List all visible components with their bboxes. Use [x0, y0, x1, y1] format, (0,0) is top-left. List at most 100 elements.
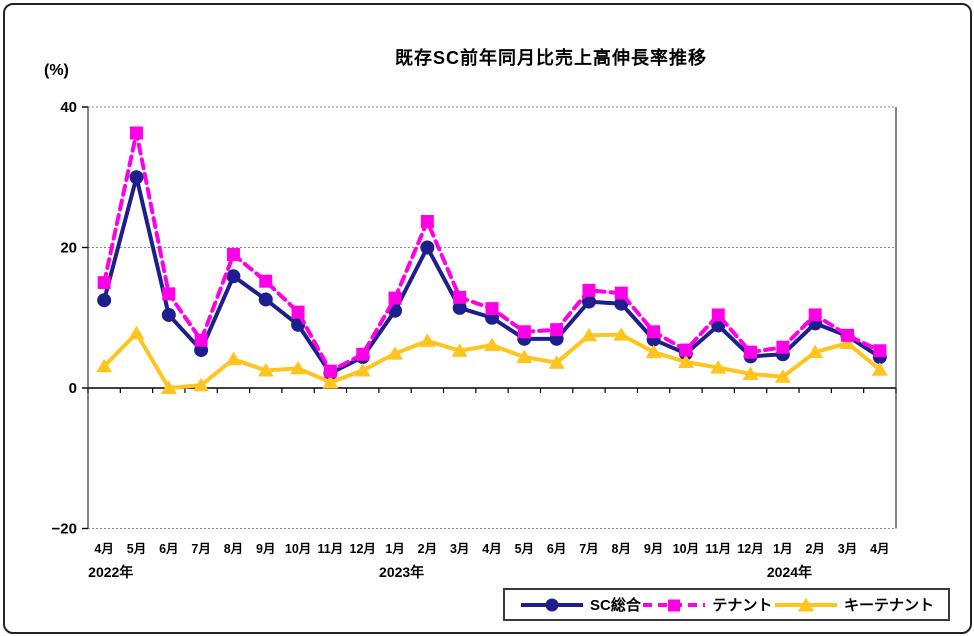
data-point-circle	[420, 240, 435, 255]
data-point-circle	[129, 170, 144, 185]
x-tick-label: 1月	[773, 542, 792, 556]
data-point-square	[485, 302, 499, 316]
x-tick-label: 2月	[805, 542, 824, 556]
data-point-circle	[161, 307, 176, 322]
year-label: 2023年	[379, 564, 424, 580]
x-tick-label: 11月	[318, 542, 344, 556]
data-point-square	[129, 126, 143, 140]
data-point-triangle	[193, 377, 210, 392]
x-tick-label: 7月	[191, 542, 210, 556]
data-point-triangle	[387, 346, 404, 360]
x-tick-label: 2月	[418, 542, 437, 556]
data-point-square	[679, 343, 693, 357]
x-tick-label: 8月	[612, 542, 631, 556]
data-point-triangle	[96, 358, 113, 373]
data-point-triangle	[710, 360, 727, 374]
x-tick-label: 5月	[515, 542, 534, 556]
data-point-square	[388, 291, 402, 305]
data-point-circle	[452, 300, 467, 315]
data-point-square	[647, 325, 661, 339]
data-point-square	[420, 215, 434, 229]
x-tick-label: 1月	[385, 542, 404, 556]
x-tick-label: 4月	[870, 542, 889, 556]
y-tick-label: −20	[52, 521, 77, 538]
year-label: 2022年	[88, 564, 133, 580]
data-point-square	[97, 276, 111, 290]
x-tick-label: 11月	[705, 542, 731, 556]
data-point-triangle	[451, 343, 468, 357]
y-tick-label: 0	[69, 380, 77, 397]
legend-item-sc-sogo: SC総合	[519, 594, 641, 615]
x-tick-label: 9月	[644, 542, 663, 556]
data-point-circle	[226, 269, 241, 284]
data-point-square	[453, 290, 467, 304]
data-point-square	[582, 283, 596, 297]
legend-label-sc-sogo: SC総合	[590, 597, 641, 614]
data-point-square	[841, 328, 855, 342]
legend-item-tenant: テナント	[641, 594, 772, 615]
legend-sample-dashed-square-icon	[643, 599, 706, 611]
data-point-triangle	[257, 362, 274, 377]
data-point-triangle	[516, 349, 533, 364]
data-point-triangle	[484, 337, 500, 352]
data-point-square	[614, 286, 628, 300]
data-point-square	[162, 287, 176, 301]
data-point-triangle	[290, 360, 307, 375]
data-point-square	[194, 333, 208, 347]
x-tick-label: 6月	[547, 542, 566, 556]
x-tick-label: 4月	[482, 542, 501, 556]
data-point-triangle	[871, 362, 888, 376]
chart-title: 既存SC前年同月比売上高伸長率推移	[394, 48, 707, 68]
data-point-triangle	[613, 327, 630, 341]
chart-legend: SC総合 テナント キーテナント	[503, 588, 950, 621]
x-tick-label: 8月	[224, 542, 243, 556]
x-tick-label: 5月	[127, 542, 146, 556]
year-label: 2024年	[767, 564, 812, 580]
data-point-square	[226, 248, 240, 262]
data-point-triangle	[225, 351, 242, 366]
data-point-triangle	[160, 380, 177, 394]
x-tick-label: 4月	[94, 542, 113, 556]
x-tick-label: 10月	[285, 542, 311, 556]
data-point-triangle	[774, 369, 791, 383]
data-point-triangle	[580, 327, 597, 342]
x-tick-label: 6月	[159, 542, 178, 556]
data-point-triangle	[548, 355, 565, 369]
data-point-triangle	[128, 325, 145, 340]
data-point-square	[808, 308, 822, 322]
x-tick-label: 12月	[350, 542, 376, 556]
x-tick-label: 9月	[256, 542, 275, 556]
data-point-square	[259, 274, 273, 288]
data-point-circle	[581, 294, 596, 309]
x-tick-label: 10月	[673, 542, 699, 556]
data-point-triangle	[354, 362, 371, 377]
data-point-triangle	[742, 366, 759, 380]
data-point-square	[550, 323, 564, 337]
data-point-circle	[97, 293, 112, 308]
legend-label-key-tenant: キーテナント	[843, 597, 934, 614]
legend-sample-line-triangle-icon	[774, 597, 837, 611]
x-tick-label: 12月	[737, 542, 763, 556]
legend-item-key-tenant: キーテナント	[773, 594, 934, 615]
data-point-triangle	[807, 344, 824, 359]
y-tick-label: 40	[60, 99, 77, 116]
data-point-square	[711, 308, 725, 322]
legend-label-tenant: テナント	[712, 597, 773, 614]
data-point-triangle	[677, 354, 694, 369]
data-point-circle	[258, 292, 273, 307]
data-point-triangle	[839, 335, 856, 350]
data-point-square	[356, 347, 370, 361]
data-point-square	[744, 345, 758, 359]
x-tick-label: 3月	[838, 542, 857, 556]
data-point-triangle	[645, 344, 662, 359]
y-axis-unit-label: (%)	[44, 62, 69, 79]
x-tick-label: 3月	[450, 542, 469, 556]
data-point-square	[323, 364, 337, 378]
data-point-square	[291, 305, 305, 319]
y-tick-label: 20	[60, 240, 77, 257]
data-point-triangle	[322, 374, 339, 389]
series-line-テナント	[102, 130, 882, 374]
x-tick-label: 7月	[579, 542, 598, 556]
data-point-square	[517, 325, 531, 339]
